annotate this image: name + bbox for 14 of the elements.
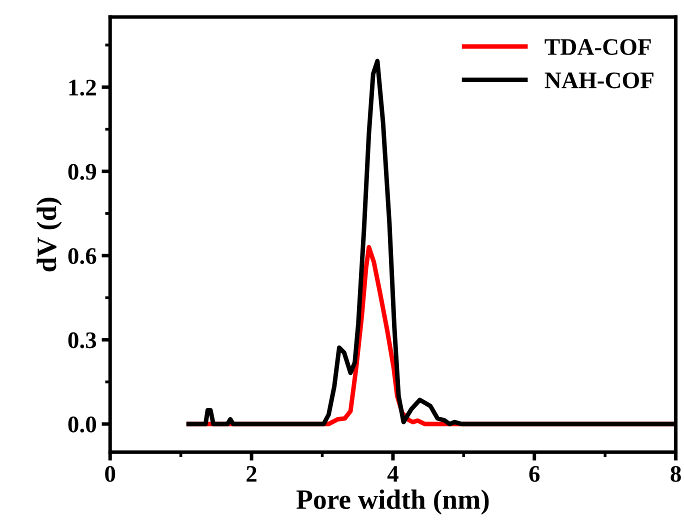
y-tick-label: 1.2 bbox=[69, 80, 96, 96]
x-tick-label: 2 bbox=[246, 466, 256, 482]
x-tick-label: 6 bbox=[529, 466, 540, 482]
x-tick-label: 0 bbox=[105, 466, 116, 482]
y-tick-label: 0.0 bbox=[68, 416, 96, 433]
y-tick-label: 0.9 bbox=[68, 164, 96, 180]
y-axis-title: dV (d) bbox=[36, 198, 62, 272]
x-tick-label: 4 bbox=[387, 466, 398, 482]
y-tick-label: 0.6 bbox=[68, 248, 96, 264]
y-tick-label: 0.3 bbox=[68, 332, 96, 348]
legend-label: TDA-COF bbox=[544, 39, 651, 55]
x-axis-title: Pore width (nm) bbox=[296, 489, 489, 515]
x-tick-label: 8 bbox=[670, 466, 681, 482]
legend-label: NAH-COF bbox=[544, 72, 654, 88]
